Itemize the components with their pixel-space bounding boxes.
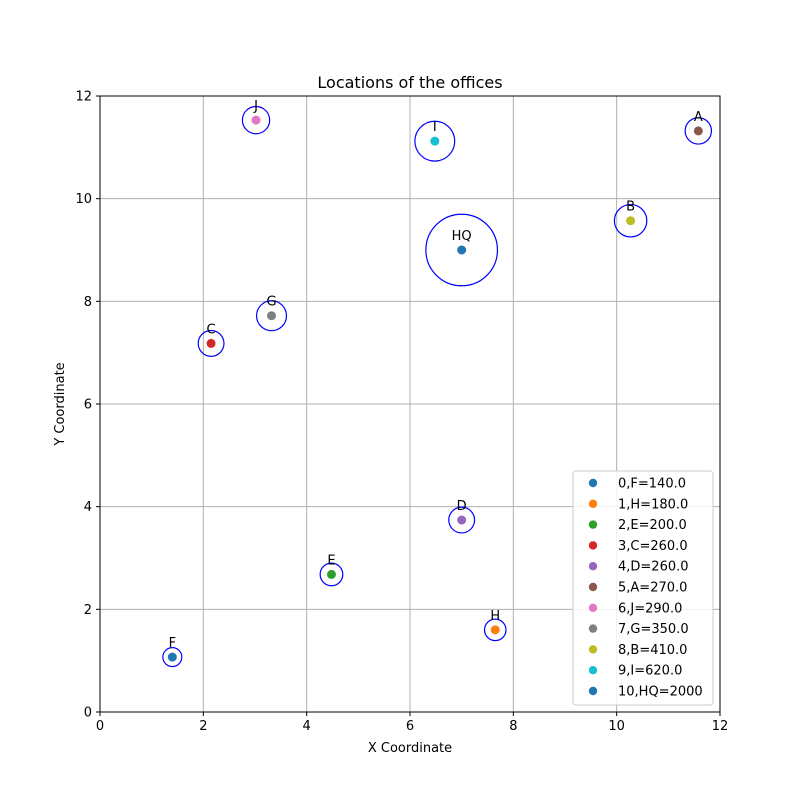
point-label-c: C	[207, 322, 216, 337]
point-h	[490, 625, 500, 635]
legend-marker	[588, 666, 598, 675]
size-ring-e	[319, 562, 344, 587]
y-tick-label: 8	[84, 295, 92, 310]
x-tick-label: 6	[406, 719, 414, 734]
point-c	[206, 338, 216, 348]
legend-marker	[588, 686, 598, 696]
y-tick-label: 12	[75, 90, 92, 105]
y-tick-label: 10	[75, 192, 92, 207]
point-labels: F H E C D A J G B I HQ	[169, 99, 703, 651]
legend-entry: 8,B=410.0	[618, 643, 687, 658]
y-tick-label: 2	[84, 603, 92, 618]
y-axis-title: Y Coordinate	[53, 362, 68, 446]
chart-title: Locations of the offices	[317, 73, 502, 92]
size-ring-i	[414, 120, 456, 162]
y-tick-label: 6	[84, 398, 92, 413]
legend-marker	[588, 582, 598, 592]
x-tick-label: 12	[712, 719, 729, 734]
size-ring-hq	[425, 213, 499, 287]
legend-entry: 2,E=200.0	[618, 518, 687, 533]
point-e	[326, 569, 336, 579]
legend-marker	[588, 499, 598, 508]
legend-marker	[588, 541, 598, 550]
point-d	[457, 515, 467, 525]
legend-entry: 5,A=270.0	[618, 581, 687, 596]
point-hq	[457, 245, 467, 255]
legend-entry: 0,F=140.0	[618, 477, 686, 492]
point-label-a: A	[694, 110, 703, 125]
point-label-g: G	[266, 295, 276, 310]
point-label-h: H	[490, 609, 500, 624]
legend-items: 0,F=140.0 1,H=180.0 2,E=200.0 3,C=260.0 4,D=…	[588, 477, 703, 700]
legend-marker	[588, 624, 598, 633]
legend-entry: 9,I=620.0	[618, 664, 682, 679]
legend: 0,F=140.0 1,H=180.0 2,E=200.0 3,C=260.0 4,D=…	[572, 470, 714, 706]
point-a	[693, 126, 703, 136]
data-points	[167, 115, 703, 662]
y-tick-label: 4	[84, 500, 92, 515]
legend-marker	[588, 603, 598, 612]
axis-ticks: 0 2 4 6 8 10 12 0 2 4 6 8 10 12	[75, 90, 728, 735]
point-label-d: D	[457, 499, 467, 514]
x-tick-label: 0	[96, 719, 104, 734]
y-tick-label: 0	[84, 706, 92, 721]
size-ring-d	[448, 506, 476, 534]
point-i	[430, 136, 440, 146]
size-ring-j	[241, 105, 271, 135]
size-ring-g	[255, 300, 288, 332]
point-label-i: I	[433, 120, 437, 135]
x-tick-label: 10	[608, 719, 625, 734]
size-ring-b	[613, 203, 648, 238]
legend-marker	[588, 645, 598, 654]
legend-entry: 1,H=180.0	[618, 497, 688, 512]
legend-frame	[572, 470, 714, 706]
legend-entry: 6,J=290.0	[618, 601, 682, 616]
size-ring-a	[684, 117, 713, 145]
legend-entry: 4,D=260.0	[618, 560, 689, 575]
x-tick-label: 8	[509, 719, 517, 734]
size-rings	[162, 105, 713, 668]
legend-marker	[588, 562, 598, 571]
point-label-f: F	[169, 636, 176, 651]
point-label-b: B	[626, 200, 635, 215]
x-axis-title: X Coordinate	[368, 741, 452, 756]
point-label-j: J	[253, 99, 258, 114]
point-b	[626, 216, 636, 226]
size-ring-c	[197, 329, 225, 357]
point-j	[251, 115, 261, 125]
size-ring-f	[162, 647, 183, 668]
legend-entry: 10,HQ=2000	[618, 685, 703, 700]
point-f	[167, 652, 177, 662]
legend-entry: 7,G=350.0	[618, 622, 689, 637]
legend-marker	[588, 478, 598, 488]
legend-marker	[588, 520, 598, 529]
legend-entry: 3,C=260.0	[618, 539, 688, 554]
x-tick-label: 4	[303, 719, 311, 734]
point-label-hq: HQ	[452, 229, 472, 244]
point-label-e: E	[327, 553, 335, 568]
x-tick-label: 2	[199, 719, 207, 734]
size-ring-h	[483, 618, 507, 642]
point-g	[267, 311, 277, 321]
